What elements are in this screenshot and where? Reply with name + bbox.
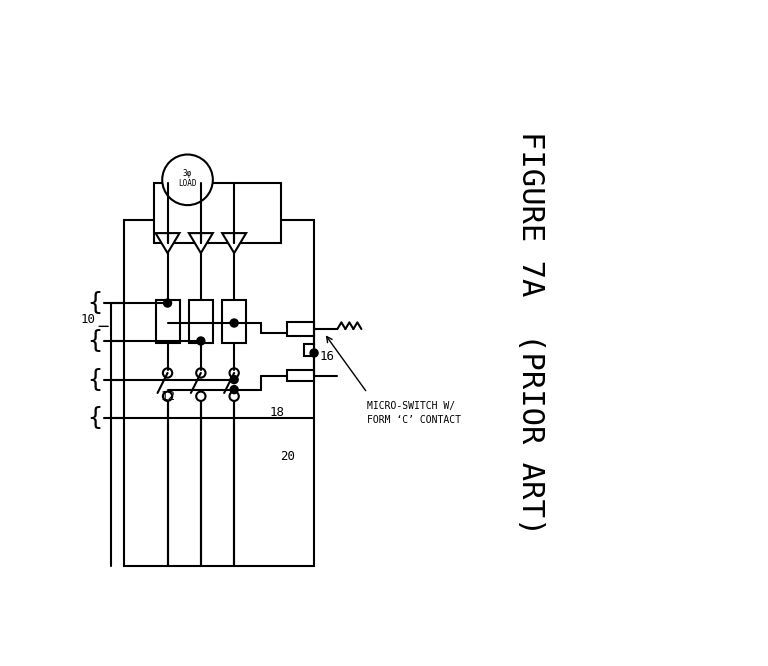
Text: 12: 12 xyxy=(160,390,175,403)
Circle shape xyxy=(196,392,206,401)
Circle shape xyxy=(163,392,172,401)
Circle shape xyxy=(163,368,172,378)
Polygon shape xyxy=(189,233,213,253)
Bar xyxy=(189,300,213,343)
Bar xyxy=(287,322,314,336)
Circle shape xyxy=(162,155,213,205)
Bar xyxy=(156,300,180,343)
Circle shape xyxy=(230,319,238,327)
Circle shape xyxy=(230,392,239,401)
Text: {: { xyxy=(87,406,102,430)
Circle shape xyxy=(230,376,238,384)
Text: 20: 20 xyxy=(280,450,295,463)
Bar xyxy=(222,300,246,343)
Circle shape xyxy=(230,386,238,394)
Polygon shape xyxy=(222,233,246,253)
Polygon shape xyxy=(156,233,180,253)
Text: {: { xyxy=(87,368,102,392)
Circle shape xyxy=(164,299,171,307)
Text: {: { xyxy=(87,291,102,315)
Bar xyxy=(304,344,314,356)
Text: 16: 16 xyxy=(320,350,335,363)
Circle shape xyxy=(196,368,206,378)
Text: MICRO-SWITCH W/
FORM ‘C’ CONTACT: MICRO-SWITCH W/ FORM ‘C’ CONTACT xyxy=(367,402,462,424)
Text: 10: 10 xyxy=(80,313,95,326)
Circle shape xyxy=(310,349,318,357)
Text: 3φ
LOAD: 3φ LOAD xyxy=(178,168,197,188)
Text: FIGURE 7A  (PRIOR ART): FIGURE 7A (PRIOR ART) xyxy=(516,131,545,535)
Bar xyxy=(124,220,314,566)
Bar xyxy=(154,183,281,243)
Text: 18: 18 xyxy=(270,406,285,420)
Circle shape xyxy=(230,368,239,378)
Bar xyxy=(287,370,314,381)
Text: {: { xyxy=(87,329,102,353)
Circle shape xyxy=(197,337,205,345)
